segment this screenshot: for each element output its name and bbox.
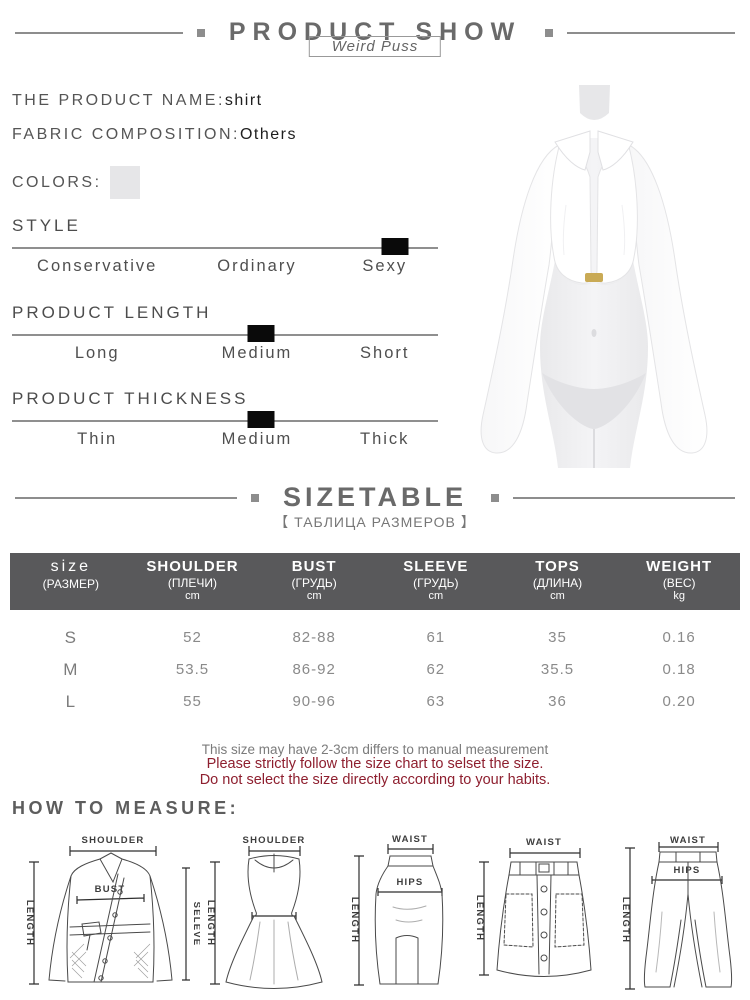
attribute-marker	[381, 238, 409, 255]
measure-diagram-mini-skirt: WAIST LENGTH	[474, 837, 592, 977]
measure-diagram-dress: SHOULDER LENGTH	[205, 835, 323, 989]
fabric-value: Others	[239, 126, 297, 143]
svg-text:WAIST: WAIST	[392, 834, 428, 845]
brand-badge: Weird Puss	[308, 36, 442, 57]
size-table: size (РАЗМЕР) SHOULDER (ПЛЕЧИ) cm BUST (…	[10, 553, 740, 718]
product-name-row: THE PRODUCT NAME:shirt	[12, 92, 263, 110]
sizetable-header: SIZETABLE	[0, 482, 750, 513]
measure-diagram-coat: SHOULDER LENGTH BUST SELEVE	[24, 835, 200, 985]
svg-text:SHOULDER: SHOULDER	[243, 835, 306, 846]
attribute-length: PRODUCT LENGTH Long Medium Short	[12, 303, 438, 373]
svg-text:WAIST: WAIST	[670, 835, 706, 846]
attribute-scale-line	[12, 420, 438, 422]
attribute-options: Long Medium Short	[12, 344, 438, 363]
column-header-tops: TOPS (ДЛИНА) cm	[532, 558, 583, 602]
fabric-row: FABRIC COMPOSITION:Others	[12, 126, 297, 144]
sizetable-subtitle: 【 ТАБЛИЦА РАЗМЕРОВ 】	[274, 514, 476, 530]
column-header-sleeve: SLEEVE (ГРУДЬ) cm	[403, 558, 469, 602]
product-name-label: THE PRODUCT NAME:	[12, 92, 225, 109]
note-warning-1: Please strictly follow the size chart to…	[206, 756, 544, 772]
svg-text:LENGTH: LENGTH	[24, 900, 35, 946]
measure-diagram-pants: WAIST LENGTH HIPS	[620, 835, 733, 990]
attribute-scale-line	[12, 334, 438, 336]
product-name-value: shirt	[224, 92, 263, 109]
table-row: S 52 82-88 61 35 0.16	[64, 628, 696, 647]
header-square-right	[545, 28, 554, 37]
product-photo	[438, 85, 750, 468]
svg-text:LENGTH: LENGTH	[205, 900, 216, 946]
note-warning-2: Do not select the size directly accordin…	[199, 771, 551, 788]
attribute-option: Long	[74, 344, 120, 362]
sizetable-rule-right	[513, 496, 735, 499]
fabric-label: FABRIC COMPOSITION:	[12, 126, 240, 143]
attribute-options: Conservative Ordinary Sexy	[12, 257, 438, 276]
attribute-option: Thick	[360, 430, 410, 448]
how-to-measure-title: HOW TO MEASURE:	[12, 798, 240, 818]
attribute-option: Sexy	[362, 257, 408, 275]
attribute-style: STYLE Conservative Ordinary Sexy	[12, 216, 438, 286]
attribute-label: STYLE	[12, 216, 81, 235]
column-header-shoulder: SHOULDER (ПЛЕЧИ) cm	[146, 558, 239, 602]
column-header-size: size (РАЗМЕР)	[42, 558, 99, 591]
attribute-option: Conservative	[37, 257, 158, 275]
colors-label: COLORS:	[12, 173, 102, 191]
header-rule-right	[567, 31, 736, 34]
attribute-option: Medium	[221, 344, 293, 362]
svg-text:SHOULDER: SHOULDER	[82, 835, 145, 846]
svg-text:LENGTH: LENGTH	[474, 895, 485, 941]
attribute-option: Short	[360, 344, 410, 362]
page-title: PRODUCT SHOW	[228, 18, 522, 46]
attribute-option: Ordinary	[217, 257, 297, 275]
svg-text:LENGTH: LENGTH	[349, 897, 360, 943]
attribute-label: PRODUCT LENGTH	[12, 303, 212, 322]
attribute-scale-line	[12, 247, 438, 249]
header: PRODUCT SHOW	[0, 18, 750, 47]
measure-diagrams: SHOULDER LENGTH BUST SELEVE	[20, 832, 745, 1000]
sizetable-square-right	[491, 493, 499, 502]
header-rule-left	[15, 31, 183, 34]
shirt-on-mannequin-illustration	[480, 85, 708, 468]
sizetable-title: SIZETABLE	[283, 482, 467, 512]
attribute-label: PRODUCT THICKNESS	[12, 389, 249, 408]
sizetable-rule-left	[15, 496, 237, 499]
svg-text:BUST: BUST	[95, 884, 126, 895]
svg-text:LENGTH: LENGTH	[620, 897, 631, 943]
attribute-thickness: PRODUCT THICKNESS Thin Medium Thick	[12, 389, 438, 459]
table-row: L 55 90-96 63 36 0.20	[65, 692, 696, 711]
note-measurement: This size may have 2-3cm differs to manu…	[201, 742, 549, 757]
attribute-marker	[247, 411, 275, 428]
sizetable-square-left	[251, 493, 259, 502]
sizetable-body: S 52 82-88 61 35 0.16 M 53.5 86-92 62 35…	[10, 622, 740, 718]
color-swatch	[109, 166, 140, 199]
attribute-option: Thin	[77, 430, 118, 448]
attribute-option: Medium	[221, 430, 293, 448]
svg-text:HIPS: HIPS	[674, 865, 701, 876]
svg-text:HIPS: HIPS	[397, 877, 424, 888]
colors-row: COLORS:	[12, 166, 140, 199]
column-header-bust: BUST (ГРУДЬ) cm	[291, 558, 337, 602]
table-row: M 53.5 86-92 62 35.5 0.18	[63, 660, 696, 679]
attribute-options: Thin Medium Thick	[12, 430, 438, 449]
measure-diagram-pencil-skirt: WAIST LENGTH HIPS	[349, 834, 444, 986]
column-header-weight: WEIGHT (ВЕС) kg	[646, 558, 713, 602]
svg-text:WAIST: WAIST	[526, 837, 562, 848]
header-square-left	[196, 28, 205, 37]
sizetable-header-row: size (РАЗМЕР) SHOULDER (ПЛЕЧИ) cm BUST (…	[10, 553, 740, 610]
svg-text:SELEVE: SELEVE	[191, 902, 200, 947]
size-notes: This size may have 2-3cm differs to manu…	[0, 742, 750, 788]
attribute-marker	[247, 325, 275, 342]
